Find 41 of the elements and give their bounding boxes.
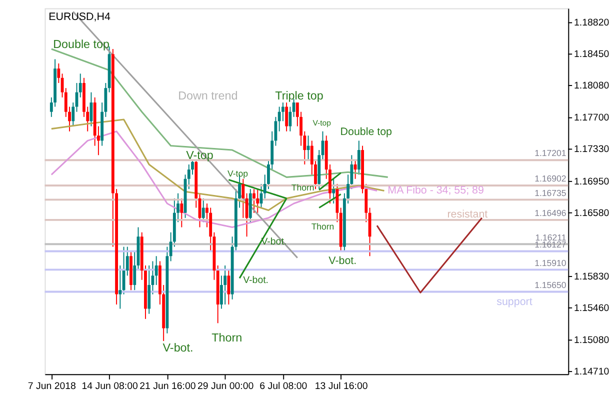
ref-line-label: 1.15910	[534, 258, 566, 268]
annotation: V-bot.	[328, 255, 357, 268]
y-tick-label: 1.14710	[574, 366, 610, 378]
annotation: Double top	[53, 38, 110, 51]
annotation: support	[496, 296, 532, 308]
chart-title: EURUSD,H4	[48, 10, 110, 23]
annotation: V-top	[312, 118, 331, 128]
annotation: V-top	[186, 149, 214, 162]
y-tick-label: 1.18820	[574, 18, 610, 29]
y-tick-label: 1.18080	[574, 80, 610, 92]
y-tick-label: 1.15460	[574, 302, 610, 314]
annotation: Double top	[340, 126, 392, 138]
annotation: Triple top	[275, 90, 324, 103]
ref-line-label: 1.15650	[534, 280, 566, 290]
y-tick-label: 1.16580	[574, 208, 610, 219]
x-tick-label: 21 Jun 16:00	[140, 381, 196, 392]
annotation: Down trend	[178, 90, 238, 103]
ref-line-label: 1.16496	[534, 208, 566, 218]
annotation: Thorn	[212, 331, 242, 344]
annotation: V-bot.	[162, 342, 194, 355]
x-tick-label: 7 Jun 2018	[28, 381, 76, 392]
x-tick-label: 13 Jul 16:00	[314, 381, 368, 392]
x-tick-label: 14 Jun 08:00	[82, 381, 138, 392]
ref-line-label: 1.17201	[534, 148, 566, 158]
x-tick-label: 29 Jun 00:00	[197, 381, 254, 392]
y-tick-label: 1.15080	[574, 335, 610, 346]
annotation: V-bot.	[261, 236, 287, 248]
y-tick-label: 1.16950	[574, 176, 610, 188]
y-tick-label: 1.17330	[574, 144, 610, 156]
annotation: Thorn	[311, 221, 334, 232]
annotation: Thorn	[291, 182, 314, 192]
annotation: V-top	[228, 168, 248, 179]
y-tick-label: 1.17700	[574, 112, 610, 124]
annotation: MA Fibo - 34; 55; 89	[388, 184, 484, 197]
y-tick-label: 1.18450	[574, 49, 610, 60]
ref-line-label: 1.16902	[534, 174, 566, 184]
x-tick-label: 6 Jul 08:00	[260, 381, 308, 392]
ref-line-label: 1.16735	[534, 188, 566, 198]
annotation: resistant	[447, 208, 488, 220]
annotation: V-bot.	[243, 274, 269, 286]
y-tick-label: 1.15830	[574, 271, 610, 282]
